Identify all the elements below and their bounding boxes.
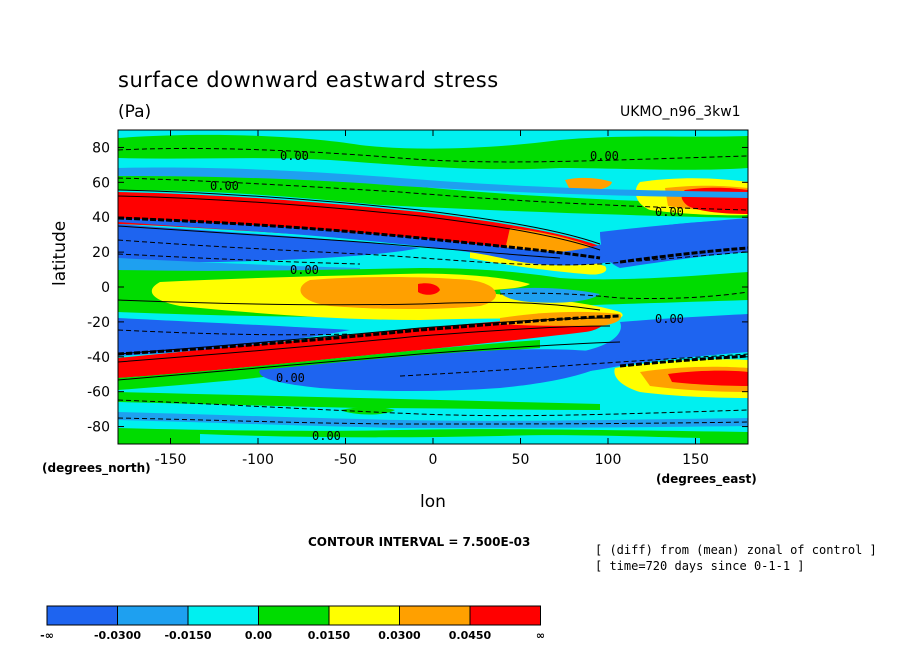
time-note: [ time=720 days since 0-1-1 ] bbox=[595, 559, 805, 573]
zero-contour-lines bbox=[118, 216, 748, 368]
chart-title: surface downward eastward stress bbox=[118, 68, 499, 92]
x-axis-label: lon bbox=[420, 492, 446, 512]
x-tick-label: -100 bbox=[242, 452, 274, 468]
colorbar-label: -0.0150 bbox=[164, 629, 211, 642]
contour-label: 0.00 bbox=[280, 149, 309, 163]
tropical-orange-core bbox=[300, 277, 497, 309]
x-tick-label: -50 bbox=[334, 452, 357, 468]
colorbar-label: -∞ bbox=[40, 629, 54, 642]
y-tick-label: 80 bbox=[92, 140, 110, 156]
model-name: UKMO_n96_3kw1 bbox=[620, 104, 741, 120]
colorbar-swatch bbox=[187, 605, 259, 626]
south-green-patch bbox=[340, 407, 395, 415]
x-tick-label: 150 bbox=[682, 452, 709, 468]
chart-units: (Pa) bbox=[118, 102, 152, 122]
contour-label: 0.00 bbox=[590, 149, 619, 163]
contour-label: 0.00 bbox=[290, 263, 319, 277]
colorbar-label: -0.0300 bbox=[94, 629, 141, 642]
equator-blue-patch bbox=[500, 287, 600, 303]
y-axis: 80 60 40 20 0 -20 -40 -60 -80 bbox=[87, 140, 748, 436]
contour-labels: 0.00 0.00 0.00 0.00 0.00 0.00 0.00 0.00 bbox=[210, 149, 684, 443]
colorbar-label: 0.0300 bbox=[378, 629, 421, 642]
north-green-band-2 bbox=[118, 170, 748, 218]
north-atlantic-orange bbox=[565, 177, 612, 191]
y-tick-label: -60 bbox=[87, 385, 110, 401]
x-units-label: (degrees_east) bbox=[656, 472, 757, 486]
y-tick-label: -80 bbox=[87, 420, 110, 436]
colorbar-swatch bbox=[258, 605, 330, 626]
y-units-label: (degrees_north) bbox=[42, 461, 151, 475]
x-tick-label: 50 bbox=[512, 452, 530, 468]
y-tick-label: 0 bbox=[101, 280, 110, 296]
tropical-red-spot bbox=[418, 283, 440, 295]
y-tick-label: -20 bbox=[87, 315, 110, 331]
south-dark-blue-band-east bbox=[400, 314, 748, 383]
south-red-jet bbox=[118, 317, 605, 378]
y-tick-label: -40 bbox=[87, 350, 110, 366]
antarctic-cyan bbox=[200, 434, 700, 444]
colorbar-label: 0.0150 bbox=[308, 629, 351, 642]
negative-contour-lines bbox=[118, 147, 748, 425]
y-tick-label: 40 bbox=[92, 210, 110, 226]
north-red-jet bbox=[118, 192, 605, 257]
north-mid-blue-band bbox=[118, 167, 748, 198]
contour-label: 0.00 bbox=[655, 205, 684, 219]
contour-label: 0.00 bbox=[276, 371, 305, 385]
diff-note: [ (diff) from (mean) zonal of control ] bbox=[595, 543, 877, 557]
south-green-fringe bbox=[118, 392, 600, 410]
y-tick-label: 20 bbox=[92, 245, 110, 261]
colorbar-swatch bbox=[46, 605, 118, 626]
north-dark-blue-band bbox=[118, 218, 748, 266]
x-tick-label: 0 bbox=[429, 452, 438, 468]
north-blue-band-body bbox=[118, 224, 420, 262]
colorbar: -∞ -0.0300 -0.0150 0.00 0.0150 0.0300 0.0450 ∞ bbox=[40, 605, 545, 642]
colorbar-swatch bbox=[399, 605, 471, 626]
x-tick-label: -150 bbox=[155, 452, 187, 468]
colorbar-swatch bbox=[469, 605, 541, 626]
south-dark-blue-band bbox=[118, 318, 350, 356]
colorbar-label: 0.00 bbox=[245, 629, 272, 642]
colorbar-label: 0.0450 bbox=[449, 629, 492, 642]
contour-label: 0.00 bbox=[210, 179, 239, 193]
contour-label: 0.00 bbox=[312, 429, 341, 443]
colorbar-swatch bbox=[328, 605, 400, 626]
y-axis-label: latitude bbox=[50, 220, 70, 286]
colorbar-swatch bbox=[117, 605, 189, 626]
contour-interval: CONTOUR INTERVAL = 7.500E-03 bbox=[308, 535, 531, 549]
x-tick-label: 100 bbox=[595, 452, 622, 468]
y-tick-label: 60 bbox=[92, 175, 110, 191]
south-mid-blue-band bbox=[259, 349, 620, 391]
south-pacific-red bbox=[668, 370, 748, 386]
contour-label: 0.00 bbox=[655, 312, 684, 326]
colorbar-label: ∞ bbox=[536, 629, 545, 642]
plot-area bbox=[118, 130, 748, 444]
x-axis: -150 -100 -50 0 50 100 150 bbox=[155, 130, 709, 468]
